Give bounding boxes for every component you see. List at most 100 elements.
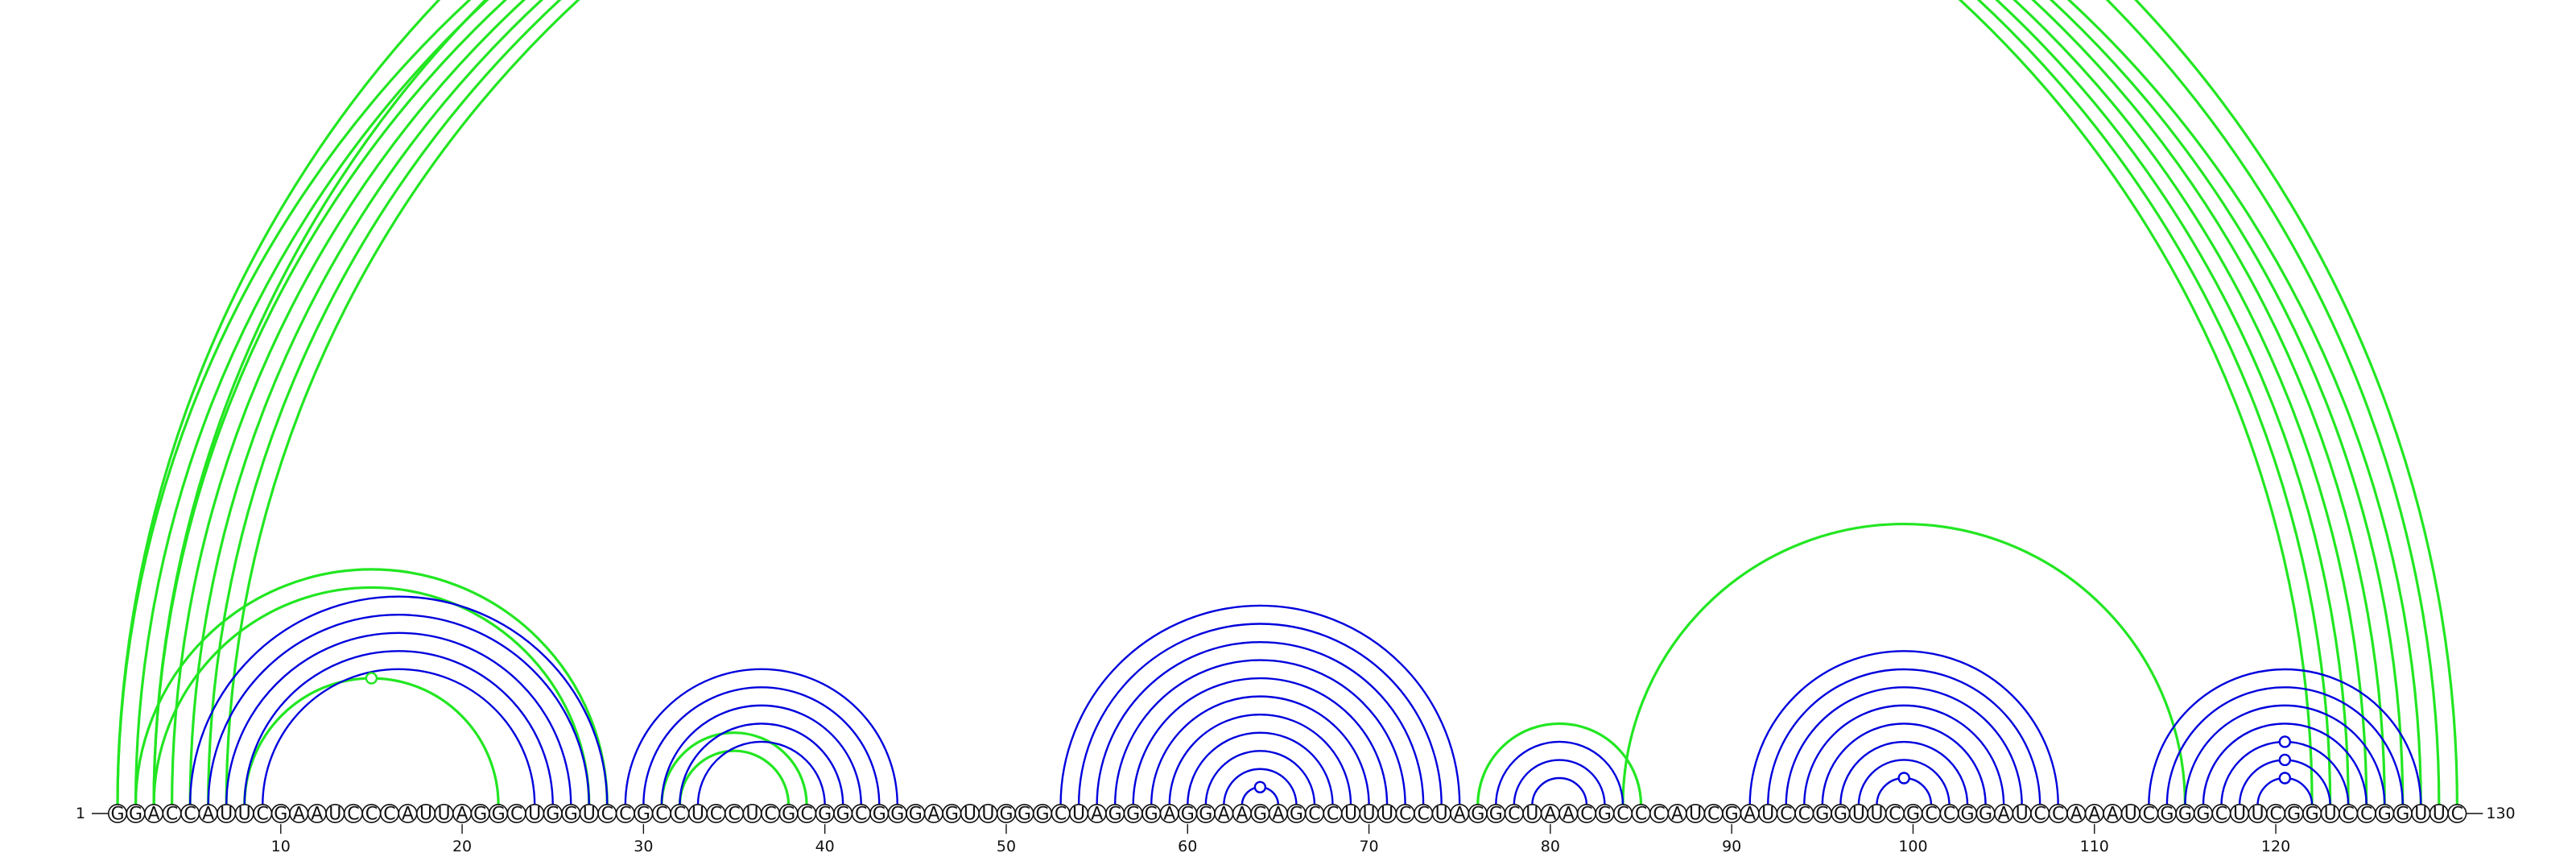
nucleotide: U [2429, 803, 2449, 825]
nucleotide: A [398, 803, 418, 825]
nucleotide: U [525, 803, 545, 825]
nucleotide: C [1504, 803, 1524, 825]
nucleotide: A [1232, 803, 1252, 825]
nucleotide-letter: C [2343, 805, 2355, 825]
nucleotide: U [217, 803, 237, 825]
nucleotide-letter: U [2251, 805, 2264, 825]
nucleotide: U [960, 803, 980, 825]
nucleotide: G [778, 803, 799, 825]
green-arc-7-128 [225, 0, 2422, 805]
nucleotide-letter: U [583, 805, 596, 825]
nucleotide: C [1395, 803, 1415, 825]
nucleotide: G [887, 803, 907, 825]
nucleotide: C [343, 803, 363, 825]
blue-arc-116-125 [2202, 722, 2368, 805]
nucleotide-letter: G [818, 805, 832, 825]
nucleotide: A [1268, 803, 1288, 825]
nucleotide-letter: A [311, 805, 323, 825]
nucleotide-letter: G [836, 805, 850, 825]
nucleotide-letter: A [927, 805, 939, 825]
green-arc-2-123 [134, 0, 2332, 805]
nucleotide: C [851, 803, 871, 825]
nucleotide-letter: G [873, 805, 886, 825]
nucleotide: U [978, 803, 998, 825]
blue-arc-115-126 [2184, 704, 2386, 805]
nucleotide: G [1250, 803, 1270, 825]
nucleotide: U [1522, 803, 1542, 825]
nucleotide-letter: A [1671, 805, 1683, 825]
nucleotide-letter: A [2107, 805, 2119, 825]
nucleotide-letter: U [745, 805, 758, 825]
nucleotide: G [1595, 803, 1615, 825]
blue-arc-113-128 [2148, 668, 2422, 805]
nucleotide-letter: A [1163, 805, 1175, 825]
nucleotide: G [942, 803, 962, 825]
blue-arc-8-25 [243, 650, 554, 805]
green-arc-76-85 [1476, 722, 1643, 805]
nucleotide-letter: C [1417, 805, 1429, 825]
nucleotide-letter: G [1815, 805, 1829, 825]
nucleotide-circle [2447, 803, 2467, 823]
nucleotide-letter: G [1598, 805, 1612, 825]
nucleotide-letter: C [601, 805, 613, 825]
nucleotide: C [670, 803, 690, 825]
blue-arc-55-73 [1096, 640, 1425, 805]
nucleotide-letter: C [1308, 805, 1320, 825]
nucleotide: A [923, 803, 943, 825]
nucleotide-letter: G [909, 805, 923, 825]
nucleotide: G [634, 803, 654, 825]
nucleotide: C [1612, 803, 1633, 825]
nucleotide-letter: G [1961, 805, 1975, 825]
nucleotide-letter: G [1126, 805, 1140, 825]
nucleotide: A [1087, 803, 1107, 825]
blue-arc-5-28 [188, 595, 609, 805]
nucleotide: G [108, 803, 128, 825]
nucleotide: C [506, 803, 526, 825]
nucleotide-letter: C [674, 805, 686, 825]
nucleotide-letter: G [999, 805, 1013, 825]
nucleotide-letter: U [1870, 805, 1883, 825]
nucleotide: C [761, 803, 781, 825]
nucleotide: G [561, 803, 581, 825]
nucleotide-letter: A [293, 805, 305, 825]
nucleotide-letter: G [945, 805, 959, 825]
tick-label: 120 [2261, 838, 2290, 855]
blue-arc-62-66 [1223, 768, 1298, 805]
nucleotide-letter: U [437, 805, 450, 825]
nucleotide-letter: G [890, 805, 904, 825]
blue-arc-114-127 [2165, 686, 2404, 805]
nucleotide: U [579, 803, 599, 825]
nucleotide: C [1631, 803, 1651, 825]
blue-arc-61-67 [1204, 750, 1316, 805]
nucleotide-letter: U [1852, 805, 1865, 825]
nucleotide: U [1359, 803, 1379, 825]
blue-arc-marker-63-65 [1253, 780, 1267, 793]
green-arc-marker-8-22 [365, 672, 378, 685]
blue-arc-91-108 [1748, 650, 2059, 805]
nucleotide-letter: G [110, 805, 124, 825]
nucleotide: A [1558, 803, 1579, 825]
nucleotide: C [361, 803, 382, 825]
tick-label: 20 [452, 838, 472, 855]
nucleotide-letter: U [2414, 805, 2427, 825]
nucleotide: C [1885, 803, 1905, 825]
nucleotide: G [2175, 803, 2195, 825]
nucleotide: G [1486, 803, 1506, 825]
nucleotide-letter: A [1454, 805, 1466, 825]
nucleotide-letter: G [2306, 805, 2319, 825]
tick-label: 90 [1722, 838, 1741, 855]
green-arc-3-129 [152, 0, 2441, 805]
nucleotide-letter: C [184, 805, 196, 825]
nucleotide: C [1939, 803, 1959, 825]
nucleotide-letter: U [419, 805, 432, 825]
tick-label: 70 [1359, 838, 1378, 855]
nucleotide: A [1994, 803, 2014, 825]
nucleotide: G [1123, 803, 1143, 825]
nucleotide-letter: C [2269, 805, 2281, 825]
arcs-layer [118, 0, 2457, 805]
tick-label: 10 [271, 838, 291, 855]
nucleotide: A [1740, 803, 1760, 825]
